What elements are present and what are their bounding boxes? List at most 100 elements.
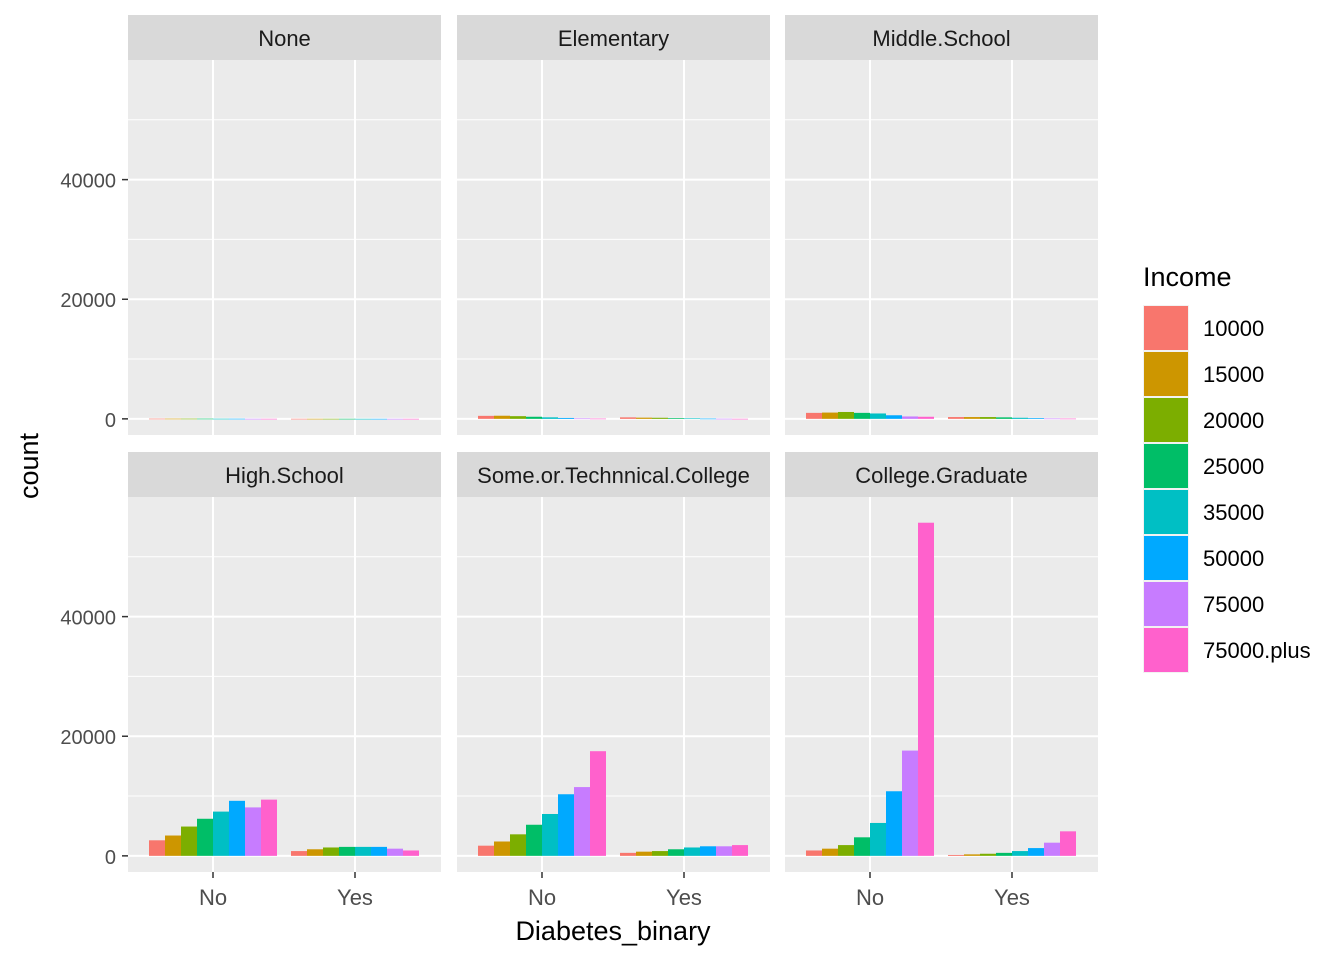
bar-yes-75000 [716,418,732,420]
panel-background [457,60,770,435]
legend-swatch-75000 [1144,582,1188,626]
bar-no-75000.plus [590,418,606,420]
panel-background [785,60,1098,435]
bar-no-15000 [822,848,838,856]
bar-yes-50000 [700,846,716,856]
bar-yes-75000.plus [1060,831,1076,856]
legend-label: 75000.plus [1203,638,1311,663]
bar-yes-10000 [620,852,636,856]
legend-swatch-35000 [1144,490,1188,534]
x-tick-label: Yes [666,885,702,910]
facet-strip [785,452,1098,497]
panel-background [128,60,441,435]
bar-no-25000 [526,416,542,419]
bar-no-75000 [902,416,918,419]
bar-no-25000 [197,818,213,856]
bar-no-50000 [229,418,245,420]
bar-no-35000 [213,811,229,856]
bar-yes-20000 [323,847,339,856]
bar-no-35000 [542,813,558,856]
bar-no-50000 [229,800,245,856]
bar-yes-50000 [700,418,716,420]
legend-swatch-10000 [1144,306,1188,350]
bar-yes-50000 [1028,418,1044,419]
bar-yes-10000 [291,418,307,420]
bar-yes-35000 [684,847,700,856]
bar-no-50000 [558,794,574,856]
bar-no-35000 [870,413,886,419]
bar-yes-35000 [355,418,371,420]
bar-no-20000 [838,411,854,419]
facet-strip [128,452,441,497]
bar-no-20000 [510,834,526,856]
bar-yes-15000 [636,417,652,419]
facet-strip [128,15,441,60]
bar-yes-10000 [291,851,307,856]
bar-no-25000 [526,824,542,856]
bar-yes-75000.plus [732,845,748,856]
bar-yes-25000 [339,418,355,420]
facet-label: College.Graduate [855,463,1027,488]
bar-yes-35000 [1012,851,1028,856]
bar-yes-10000 [948,417,964,419]
bar-yes-75000 [387,418,403,420]
bar-no-15000 [165,418,181,420]
bar-no-50000 [558,417,574,419]
bar-no-15000 [494,415,510,419]
bar-yes-15000 [636,851,652,856]
bar-yes-20000 [652,417,668,419]
bar-yes-35000 [684,418,700,420]
facet-label: None [258,26,311,51]
bar-no-10000 [806,850,822,856]
x-tick-label: Yes [337,885,373,910]
bar-no-75000 [902,750,918,856]
bar-no-20000 [838,845,854,856]
y-tick-label: 20000 [60,290,116,312]
bar-no-35000 [542,417,558,419]
panel-background [128,497,441,872]
facet-label: Middle.School [872,26,1010,51]
legend-swatch-50000 [1144,536,1188,580]
x-tick-label: No [528,885,556,910]
x-tick-label: No [199,885,227,910]
bar-yes-75000.plus [732,418,748,420]
facet-strip [457,15,770,60]
legend-label: 35000 [1203,500,1264,525]
facet-label: Some.or.Technnical.College [477,463,750,488]
bar-no-20000 [510,416,526,419]
legend-label: 10000 [1203,316,1264,341]
x-axis-title: Diabetes_binary [515,916,711,946]
bar-yes-20000 [652,851,668,856]
bar-no-50000 [886,791,902,856]
bar-no-15000 [494,841,510,856]
bar-no-15000 [165,835,181,856]
bar-yes-25000 [668,849,684,856]
legend-label: 25000 [1203,454,1264,479]
legend-swatch-15000 [1144,352,1188,396]
bar-yes-15000 [307,849,323,856]
legend-swatch-25000 [1144,444,1188,488]
bar-no-10000 [149,840,165,856]
legend-label: 15000 [1203,362,1264,387]
bar-no-25000 [197,418,213,420]
bar-no-75000 [574,787,590,856]
y-tick-label: 40000 [60,171,116,193]
facet-label: Elementary [558,26,669,51]
facet-strip [457,452,770,497]
bar-no-10000 [478,415,494,419]
x-tick-label: Yes [994,885,1030,910]
bar-yes-15000 [964,854,980,856]
y-tick-label: 20000 [60,727,116,749]
legend-label: 50000 [1203,546,1264,571]
bar-yes-25000 [996,852,1012,856]
bar-yes-20000 [980,853,996,856]
bar-no-75000.plus [590,751,606,856]
bar-yes-50000 [371,418,387,420]
bar-yes-15000 [307,418,323,420]
bar-yes-25000 [996,417,1012,419]
bar-yes-75000 [387,848,403,856]
bar-no-50000 [886,415,902,419]
panel-background [457,497,770,872]
bar-yes-50000 [371,846,387,856]
